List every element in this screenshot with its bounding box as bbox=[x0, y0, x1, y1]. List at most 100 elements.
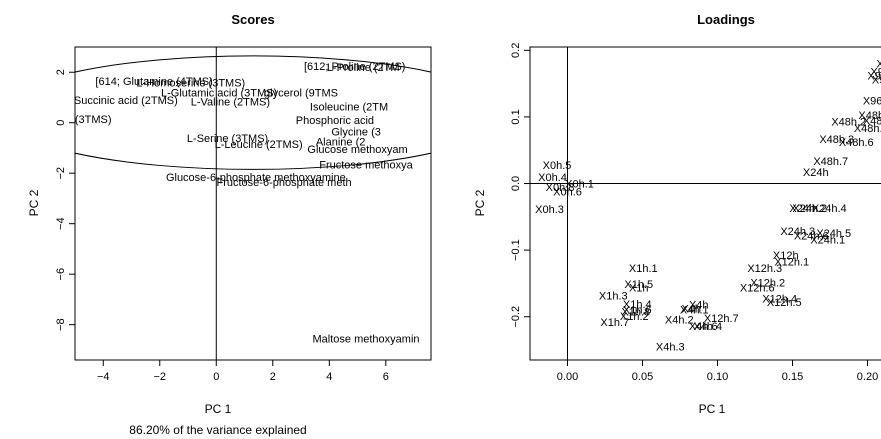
scores-x-tick-label: 2 bbox=[270, 371, 276, 383]
scores-point-label: [612; Proline (2TMS) bbox=[304, 61, 405, 73]
scores-y-tick-label: 2 bbox=[55, 69, 67, 75]
loadings-title: Loadings bbox=[697, 12, 755, 27]
scores-point-label: Isoleucine (2TM bbox=[310, 101, 388, 113]
scores-point-label: L-Valine (2TMS) bbox=[191, 96, 270, 108]
loadings-point-label: X48h.7 bbox=[813, 156, 848, 168]
loadings-point-label: X1h.7 bbox=[600, 317, 629, 329]
scores-x-tick-label: −4 bbox=[97, 371, 110, 383]
scores-x-tick-label: 0 bbox=[213, 371, 219, 383]
loadings-point-label: X96h bbox=[876, 59, 881, 71]
loadings-point-label: X1h.6 bbox=[623, 304, 652, 316]
scores-x-tick-label: 4 bbox=[326, 371, 332, 383]
loadings-point-label: X4h bbox=[689, 300, 709, 312]
loadings-point-label: X0h.5 bbox=[543, 160, 572, 172]
scores-y-tick-label: −4 bbox=[55, 217, 67, 230]
scores-title: Scores bbox=[231, 12, 274, 27]
loadings-point-label: X48h.6 bbox=[839, 137, 874, 149]
scores-panel: Scores −4 −2 0 2 4 6 2 0 −2 −4 −6 −8 [612; Proline … bbox=[0, 12, 432, 437]
scores-point-label: Succinic acid (2TMS) bbox=[74, 95, 178, 107]
loadings-point-label: X12h.1 bbox=[774, 256, 809, 268]
loadings-point-label: X24h.4 bbox=[812, 203, 847, 215]
loadings-point-label: X12h.2 bbox=[750, 278, 785, 290]
loadings-point-label: X4h.6 bbox=[689, 321, 718, 333]
scores-y-tick-label: −6 bbox=[55, 268, 67, 281]
loadings-point-label: X12h.4 bbox=[762, 294, 797, 306]
scores-x-tick-label: 6 bbox=[383, 371, 389, 383]
loadings-x-tick-label: 0.15 bbox=[782, 371, 803, 383]
loadings-point-label: X0h.3 bbox=[535, 204, 564, 216]
loadings-x-tick-label: 0.10 bbox=[707, 371, 728, 383]
loadings-point-label: X4h bbox=[681, 304, 701, 316]
scores-point-label: Citric acid (3TMS) [KNA 97] bbox=[0, 154, 66, 166]
loadings-point-label: X4h.3 bbox=[656, 342, 685, 354]
loadings-point-label: X24h.2 bbox=[792, 203, 827, 215]
loadings-point-label: X12h.3 bbox=[747, 263, 782, 275]
loadings-point-label: X24h.5 bbox=[816, 228, 851, 240]
loadings-point-label: X0h.4 bbox=[538, 172, 567, 184]
loadings-point-labels: X96hX96hX96hX96hX96h.7X48hX48h.1X48h.2X4… bbox=[535, 59, 881, 354]
loadings-point-label: X12h.7 bbox=[704, 313, 739, 325]
loadings-point-label: X48h bbox=[858, 110, 881, 122]
scores-point-label: Fructose methoxya bbox=[319, 159, 413, 171]
loadings-point-label: X24h bbox=[789, 203, 815, 215]
scores-y-tick-label: −2 bbox=[55, 167, 67, 180]
scores-point-label: Glucose-6-phosphate methoxyamine bbox=[166, 172, 346, 184]
scores-point-label: L-Glutamic acid (3TMS) bbox=[161, 87, 277, 99]
loadings-point-label: X0h.6 bbox=[553, 187, 582, 199]
loadings-y-tick-label: −0.1 bbox=[510, 239, 522, 261]
loadings-point-label: X96h bbox=[872, 75, 881, 87]
loadings-y-tick-label: −0.2 bbox=[510, 306, 522, 328]
loadings-axes: 0.00 0.05 0.10 0.15 0.20 0.2 0.1 0.0 −0.1 −0.2 bbox=[510, 43, 878, 383]
scores-point-label: L-Serine (3TMS) bbox=[187, 133, 268, 145]
loadings-point-label: X12h.6 bbox=[740, 282, 775, 294]
loadings-point-label: X1h.8 bbox=[621, 306, 650, 318]
loadings-y-tick-label: 0.2 bbox=[510, 43, 522, 58]
scores-point-label: Glycine (3 bbox=[331, 127, 381, 139]
loadings-point-label: X96h.7 bbox=[863, 95, 881, 107]
loadings-xlabel: PC 1 bbox=[699, 402, 726, 416]
scores-point-label: Glucose methoxyam bbox=[307, 144, 407, 156]
loadings-point-label: X48h.5 bbox=[854, 123, 881, 135]
loadings-point-label: X24h.1 bbox=[810, 234, 845, 246]
loadings-point-label: X0h.8 bbox=[546, 182, 575, 194]
loadings-point-label: X1h bbox=[629, 282, 649, 294]
loadings-panel: Loadings 0.00 0.05 0.10 0.15 0.20 0.2 0.1 0.0 −0… bbox=[473, 12, 881, 416]
loadings-point-label: X24h.3 bbox=[780, 226, 815, 238]
scores-point-labels: [612; Proline (2TMS)L-Proline (2TM [614; … bbox=[0, 61, 420, 346]
scores-point-label: [614; Glutamine (4TMS) bbox=[95, 76, 212, 88]
scores-y-tick-label: −8 bbox=[55, 318, 67, 331]
loadings-point-label: X4h.4 bbox=[693, 321, 722, 333]
scores-confidence-ellipse bbox=[75, 55, 431, 170]
scores-plot-frame bbox=[74, 46, 432, 361]
scores-point-label: Ethanolamine (3TMS) bbox=[5, 114, 112, 126]
loadings-point-label: X1h.4 bbox=[623, 299, 652, 311]
loadings-point-label: X48h.2 bbox=[831, 117, 866, 129]
scores-point-label: Alanine (2 bbox=[316, 137, 366, 149]
loadings-point-label: X4h.2 bbox=[665, 314, 694, 326]
scores-point-label: Fructose-6-phosphate meth bbox=[217, 177, 352, 189]
loadings-point-label: X1h.5 bbox=[624, 279, 653, 291]
loadings-point-label: X1h.3 bbox=[599, 290, 628, 302]
loadings-point-label: X48h.3 bbox=[819, 134, 854, 146]
scores-axes: −4 −2 0 2 4 6 2 0 −2 −4 −6 −8 bbox=[55, 69, 389, 383]
scores-point-label: glycerol (9TMS bbox=[264, 87, 338, 99]
scores-point-label: L-Proline (2TM bbox=[327, 62, 400, 74]
loadings-x-tick-label: 0.20 bbox=[857, 371, 878, 383]
loadings-point-label: X24h bbox=[803, 167, 829, 179]
loadings-point-label: X96h bbox=[867, 71, 881, 83]
scores-ylabel: PC 2 bbox=[27, 189, 41, 216]
loadings-point-label: X0h.1 bbox=[565, 179, 594, 191]
loadings-point-label: X12h bbox=[773, 250, 799, 262]
loadings-ylabel: PC 2 bbox=[473, 189, 487, 216]
loadings-x-tick-label: 0.00 bbox=[557, 371, 578, 383]
loadings-point-label: X12h.5 bbox=[767, 297, 802, 309]
scores-xlabel: PC 1 bbox=[205, 402, 232, 416]
scores-point-label: L-Leucine (2TMS) bbox=[215, 139, 303, 151]
scores-point-label: Phosphoric acid bbox=[296, 115, 374, 127]
loadings-x-tick-label: 0.05 bbox=[632, 371, 653, 383]
scores-x-tick-label: −2 bbox=[153, 371, 166, 383]
loadings-y-tick-label: 0.0 bbox=[510, 176, 522, 191]
loadings-y-tick-label: 0.1 bbox=[510, 109, 522, 124]
loadings-point-label: X48h.1 bbox=[863, 115, 881, 127]
